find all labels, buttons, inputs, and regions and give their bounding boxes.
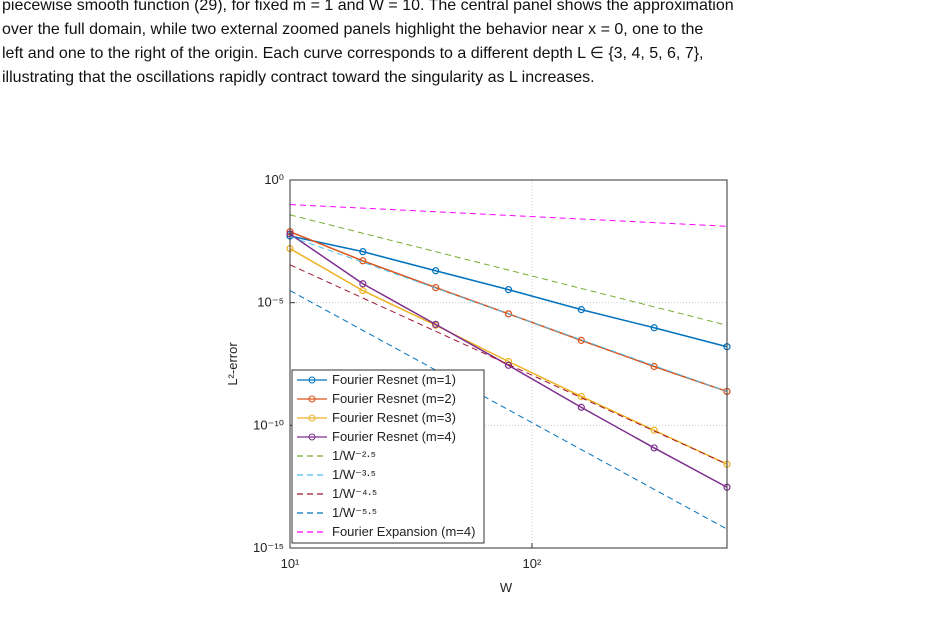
- data-point: [359, 248, 367, 256]
- y-tick-label: 10⁻⁵: [257, 295, 284, 310]
- data-point: [577, 392, 585, 401]
- legend-marker: [308, 433, 316, 441]
- x-axis-label: W: [500, 580, 513, 595]
- data-point: [577, 306, 585, 314]
- series-line: [289, 214, 728, 326]
- text-line: left and one to the right of the origin.…: [2, 45, 704, 62]
- legend-label: Fourier Resnet (m=1): [332, 372, 456, 387]
- legend-marker: [308, 414, 316, 422]
- series-line: [289, 290, 728, 530]
- text-line: illustrating that the oscillations rapid…: [2, 69, 595, 86]
- text-line: piecewise smooth function (29), for fixe…: [2, 0, 734, 14]
- caption-text: piecewise smooth function (29), for fixe…: [0, 0, 951, 90]
- legend-label: 1/W⁻²·⁵: [332, 448, 376, 463]
- data-point: [577, 403, 585, 411]
- series-line: [289, 235, 728, 348]
- series-line: [289, 233, 728, 488]
- x-tick-label: 10²: [523, 556, 542, 571]
- legend-label: Fourier Resnet (m=3): [332, 410, 456, 425]
- data-point: [650, 426, 658, 434]
- legend-marker: [308, 395, 316, 403]
- data-point: [650, 324, 658, 332]
- legend-label: Fourier Resnet (m=2): [332, 391, 456, 406]
- legend: Fourier Resnet (m=1) Fourier Resnet (m=2)…: [291, 369, 485, 544]
- legend-label: 1/W⁻⁵·⁵: [332, 505, 377, 520]
- data-point: [504, 310, 513, 318]
- y-tick-label: 10⁻¹⁵: [253, 540, 284, 555]
- y-tick-label: 10⁻¹⁰: [253, 417, 284, 432]
- text-line: over the full domain, while two external…: [2, 21, 704, 38]
- x-tick-label: 10¹: [281, 556, 300, 571]
- series-line: [289, 264, 728, 465]
- series-line: [289, 235, 728, 392]
- legend-label: Fourier Expansion (m=4): [332, 524, 475, 539]
- y-tick-label: 10⁰: [264, 172, 284, 187]
- series-line: [289, 247, 728, 465]
- legend-label: 1/W⁻⁴·⁵: [332, 486, 377, 501]
- plot-border: [289, 179, 728, 549]
- y-axis-label: L²-error: [225, 342, 240, 386]
- data-point: [432, 320, 440, 329]
- series-line: [289, 204, 728, 227]
- data-point: [504, 286, 513, 294]
- data-point: [504, 361, 513, 369]
- data-point: [359, 287, 367, 295]
- data-point: [432, 284, 440, 292]
- legend-label: 1/W⁻³·⁵: [332, 467, 376, 482]
- data-point: [359, 280, 367, 288]
- data-point: [650, 362, 658, 371]
- data-point: [432, 267, 440, 275]
- legend-label: Fourier Resnet (m=4): [332, 429, 456, 444]
- legend-marker: [308, 376, 316, 384]
- data-point: [650, 444, 658, 452]
